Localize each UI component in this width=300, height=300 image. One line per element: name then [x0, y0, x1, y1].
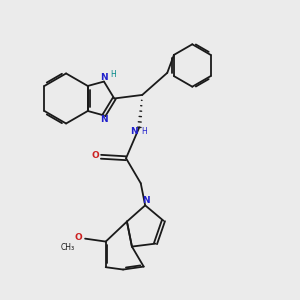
- Text: N: N: [142, 196, 150, 205]
- Text: N: N: [100, 115, 108, 124]
- Text: O: O: [91, 151, 99, 160]
- Text: N: N: [100, 73, 108, 82]
- Text: N: N: [130, 127, 138, 136]
- Text: O: O: [75, 233, 83, 242]
- Text: CH₃: CH₃: [60, 243, 74, 252]
- Text: H: H: [141, 127, 147, 136]
- Text: H: H: [110, 70, 116, 79]
